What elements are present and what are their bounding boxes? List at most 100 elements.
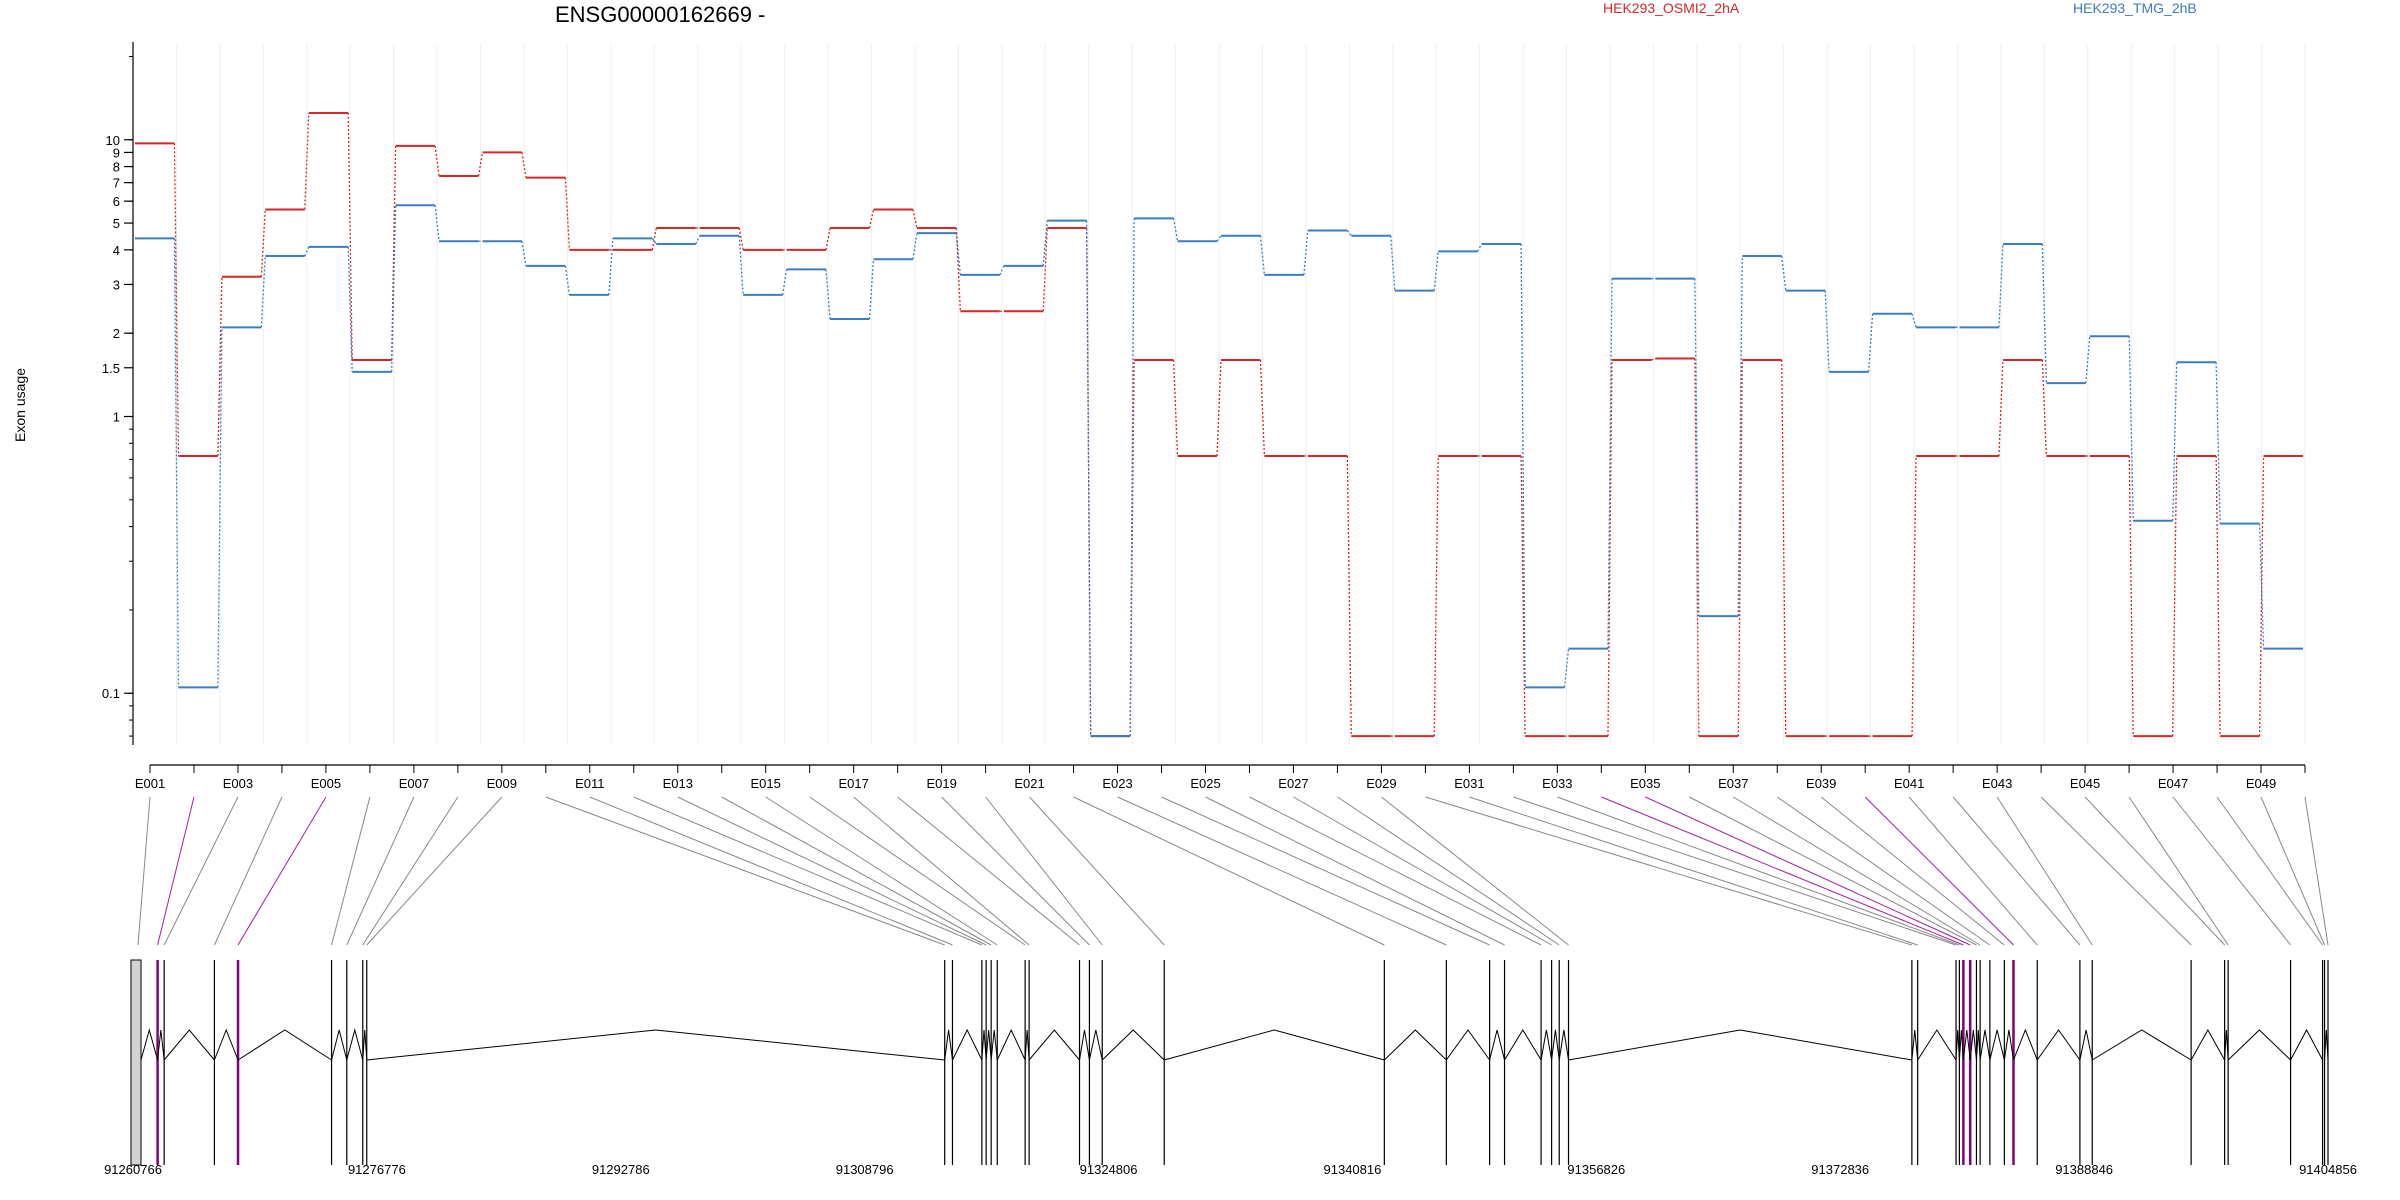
exon-axis: E001 E003 E005 E007 E009 E011 E013 E015 E017 E019…: [135, 764, 2306, 791]
exon-connector: [1908, 796, 2038, 946]
exon-connector: [809, 796, 1026, 946]
exon-label: E027: [1278, 776, 1308, 791]
exon-connector: [2304, 796, 2329, 946]
series-transition: [738, 235, 744, 295]
series-transition: [1259, 235, 1266, 275]
intron-line: [990, 1029, 998, 1061]
exon-connector: [897, 796, 1080, 946]
intron-line: [1917, 1029, 1957, 1061]
series-transition: [1607, 278, 1613, 649]
exon-label: E011: [575, 776, 604, 791]
exon-connector: [1513, 796, 1957, 946]
series-transition: [2128, 336, 2134, 521]
exon-connector: [362, 796, 459, 946]
exon-connector: [1293, 796, 1552, 946]
series-transition: [1694, 358, 1700, 737]
series-transition: [781, 269, 788, 296]
y-tick-label: 9: [113, 145, 120, 160]
series-transition: [912, 209, 918, 229]
exon-connector: [163, 796, 239, 946]
series-transition: [1607, 359, 1613, 737]
y-tick-label: 2: [113, 326, 120, 341]
exon-connector: [213, 796, 283, 946]
intron-line: [996, 1028, 1026, 1061]
series-transition: [1172, 359, 1179, 457]
genomic-tick-label: 91324806: [1080, 1162, 1138, 1177]
exon-label: E039: [1806, 776, 1836, 791]
intron-line: [346, 1028, 364, 1061]
exon-connector: [1776, 796, 1991, 946]
intron-line: [362, 1029, 368, 1061]
series-transition: [608, 238, 614, 295]
y-axis-label: Exon usage: [12, 368, 28, 442]
series-transition: [2172, 362, 2178, 521]
series-HEK293_TMG_2hB: [135, 204, 2303, 738]
series-transition: [1259, 359, 1266, 457]
series-transition: [173, 143, 180, 456]
exon-label: E023: [1102, 776, 1132, 791]
exon-connector: [237, 796, 327, 946]
y-tick-label: 10: [106, 133, 120, 148]
series-transition: [304, 112, 310, 210]
exon-connector: [1733, 796, 1981, 946]
series-transition: [695, 235, 701, 245]
series-transition: [434, 145, 440, 177]
series-transition: [260, 209, 266, 277]
series-transition: [2215, 362, 2221, 524]
series-transition: [2215, 455, 2221, 737]
intron-line: [1989, 1029, 2005, 1061]
series-transition: [868, 209, 875, 229]
intron-line: [1028, 1029, 1080, 1061]
intron-line: [952, 1028, 983, 1061]
exon-connector: [941, 796, 1090, 946]
intron-line: [157, 1029, 165, 1061]
exon-label: E037: [1718, 776, 1748, 791]
exon-connector: [1117, 796, 1447, 946]
exon-connector: [1249, 796, 1542, 946]
exon-label: E047: [2158, 776, 2188, 791]
intron-line: [2224, 1029, 2229, 1061]
exon-label: E029: [1366, 776, 1396, 791]
intron-line: [1962, 1029, 1971, 1061]
intron-line: [1911, 1029, 1919, 1061]
genomic-tick-label: 91356826: [1567, 1162, 1625, 1177]
exon-connector: [1073, 796, 1385, 946]
exon-connector: [1557, 796, 1960, 946]
series-transition: [1737, 256, 1743, 617]
genomic-tick-label: 91372836: [1811, 1162, 1869, 1177]
exon-connector: [2040, 796, 2192, 946]
exon-connector: [765, 796, 998, 946]
series-transition: [1346, 230, 1352, 237]
series-transition: [1477, 243, 1483, 252]
series-HEK293_OSMI2_2hA: [135, 111, 2303, 738]
genomic-tick-label: 91340816: [1324, 1162, 1382, 1177]
series-transition: [1303, 230, 1309, 275]
intron-line: [2091, 1029, 2192, 1061]
genomic-tick-label: 91308796: [836, 1162, 894, 1177]
y-tick-label: 7: [113, 176, 120, 191]
exon-connector: [331, 796, 371, 946]
exon-connector: [1205, 796, 1505, 946]
series-transition: [1042, 220, 1048, 266]
series-transition: [521, 152, 527, 178]
series-transition: [304, 246, 310, 257]
intron-line: [1079, 1029, 1090, 1061]
intron-line: [981, 1029, 987, 1061]
y-tick-label: 6: [113, 194, 120, 209]
exon-connector: [677, 796, 987, 946]
intron-line: [1101, 1029, 1165, 1061]
exon-connector: [1029, 796, 1165, 946]
exon-connector: [1645, 796, 1971, 946]
exon-connectors: [137, 796, 2329, 946]
intron-line: [1024, 1029, 1030, 1061]
exon-label: E009: [487, 776, 517, 791]
genomic-tick-label: 91260766: [104, 1162, 162, 1177]
series-transition: [1433, 455, 1439, 737]
series-transition: [1390, 235, 1396, 291]
series-transition: [1086, 227, 1092, 737]
exon-label: E045: [2070, 776, 2100, 791]
intron-line: [331, 1029, 348, 1061]
intron-line: [1958, 1029, 1964, 1061]
intron-line: [1383, 1029, 1447, 1061]
exon-label: E021: [1014, 776, 1044, 791]
